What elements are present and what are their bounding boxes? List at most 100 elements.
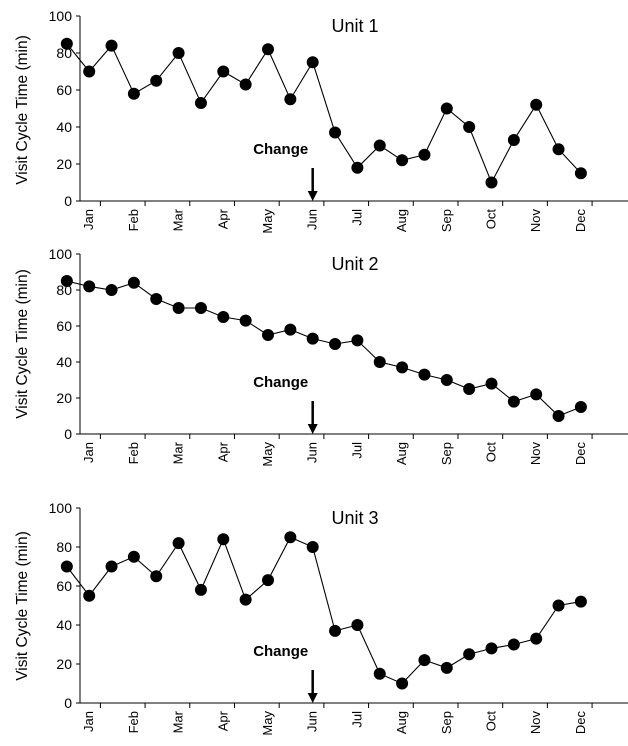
change-annotation-label: Change [253, 643, 308, 660]
data-point [552, 599, 565, 612]
chart-title: Unit 2 [331, 254, 378, 274]
x-tick-label: Aug [394, 442, 409, 465]
data-point [306, 56, 319, 69]
x-tick-label: Oct [484, 442, 499, 463]
y-tick-label: 80 [56, 539, 72, 555]
data-point [373, 356, 386, 368]
data-point [418, 654, 431, 667]
y-tick-label: 0 [64, 193, 72, 209]
y-tick-label: 20 [56, 390, 72, 406]
x-tick-label: Jan [81, 711, 96, 732]
data-point [127, 276, 140, 289]
x-tick-label: Aug [394, 209, 409, 232]
x-tick-label: Sep [439, 209, 454, 232]
y-tick-label: 100 [49, 500, 73, 516]
data-point [396, 677, 409, 690]
y-tick-label: 40 [56, 119, 72, 135]
y-tick-label: 40 [56, 617, 72, 633]
x-tick-label: Jul [349, 711, 364, 728]
data-point [127, 550, 140, 563]
y-axis-label: Visit Cycle Time (min) [14, 35, 31, 185]
data-point [150, 293, 163, 305]
x-tick-label: Feb [126, 209, 141, 231]
x-tick-label: Sep [439, 442, 454, 465]
y-axis-label: Visit Cycle Time (min) [14, 269, 31, 419]
data-point [373, 667, 386, 680]
y-tick-label: 100 [49, 8, 73, 24]
data-point [463, 121, 476, 133]
data-point [329, 338, 342, 350]
data-point [239, 314, 252, 327]
y-tick-label: 60 [56, 578, 72, 594]
x-tick-label: Mar [171, 441, 186, 464]
y-tick-label: 20 [56, 656, 72, 672]
data-point [507, 133, 520, 146]
x-tick-label: May [260, 209, 275, 234]
data-point [507, 638, 520, 651]
data-point [262, 43, 274, 56]
data-point [418, 368, 431, 381]
data-point [552, 410, 565, 422]
data-point [463, 383, 476, 395]
x-tick-label: Jun [305, 711, 320, 732]
data-point [396, 154, 409, 167]
x-tick-label: Feb [126, 442, 141, 464]
data-point [418, 148, 431, 161]
y-tick-label: 0 [64, 426, 72, 442]
data-point [217, 533, 230, 546]
x-tick-label: Dec [573, 209, 588, 233]
x-tick-label: Sep [439, 711, 454, 734]
change-annotation-label: Change [253, 141, 308, 158]
x-tick-label: Jan [81, 209, 96, 230]
data-point [507, 395, 520, 408]
data-point [530, 632, 543, 645]
data-point [262, 574, 274, 587]
data-point [396, 361, 409, 374]
x-tick-label: Dec [573, 442, 588, 466]
data-point [83, 280, 96, 293]
data-point [127, 87, 140, 100]
data-point [485, 642, 498, 655]
data-point [552, 143, 565, 156]
x-tick-label: Aug [394, 711, 409, 734]
series-line [66, 43, 582, 184]
data-point [60, 275, 73, 287]
y-axis-label: Visit Cycle Time (min) [14, 531, 31, 681]
series-line [66, 536, 581, 685]
chart-panel-3: 0 20 40 60 80 100 Jan Feb Mar Apr May Jun Jul Aug Sep O… [14, 500, 628, 736]
data-point [60, 37, 73, 50]
data-point [172, 302, 185, 314]
chart-title: Unit 1 [331, 16, 378, 36]
data-point [440, 374, 453, 386]
data-point [284, 531, 297, 544]
x-tick-label: Dec [573, 711, 588, 735]
data-point [306, 541, 319, 553]
data-point [217, 311, 230, 323]
data-point [262, 329, 274, 341]
x-tick-label: Feb [126, 711, 141, 733]
y-tick-label: 60 [56, 82, 72, 98]
chart-title: Unit 3 [331, 508, 378, 528]
change-annotation-label: Change [253, 374, 308, 391]
x-tick-label: Oct [484, 209, 499, 230]
x-tick-label: Oct [484, 711, 499, 732]
data-point [284, 93, 297, 106]
x-tick-label: Apr [215, 208, 230, 229]
x-tick-label: May [260, 442, 275, 467]
change-arrow-head [307, 424, 318, 434]
data-point [530, 388, 543, 401]
data-point [485, 377, 498, 390]
data-point [105, 284, 118, 296]
x-tick-label: Nov [528, 711, 543, 735]
data-point [105, 560, 118, 573]
x-tick-label: Apr [215, 710, 230, 731]
data-point [194, 96, 207, 109]
x-tick-label: Jul [349, 209, 364, 226]
x-tick-label: Jun [305, 209, 320, 230]
data-point [172, 537, 185, 550]
change-arrow-head [307, 191, 318, 201]
data-point [284, 323, 297, 336]
